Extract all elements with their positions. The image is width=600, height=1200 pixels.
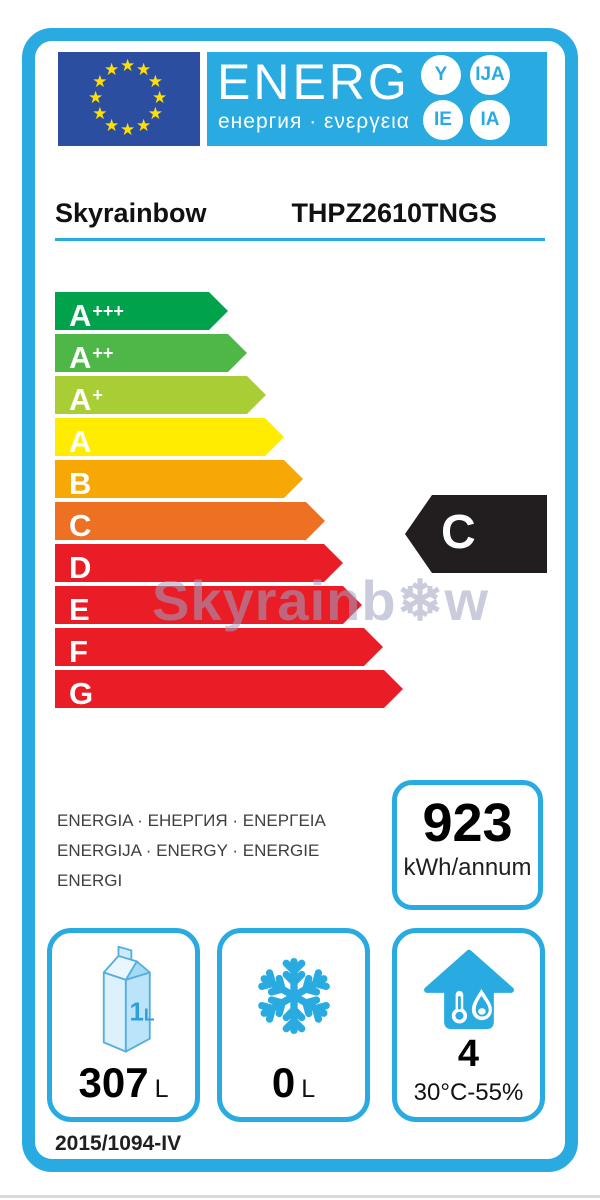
- eu-star: ★: [88, 88, 104, 107]
- eu-star: ★: [104, 115, 120, 135]
- rating-row-a+++: A+++: [55, 292, 228, 333]
- rating-row-label: F: [69, 634, 88, 669]
- eu-star: ★: [92, 104, 108, 123]
- consumption-unit: kWh/annum: [403, 854, 532, 881]
- photo-bottom-edge: [0, 1195, 600, 1198]
- rating-row-a: A: [55, 418, 284, 459]
- svg-text:1L: 1L: [129, 998, 154, 1026]
- consumption-box: 923 kWh/annum: [392, 780, 543, 910]
- rating-indicator-arrow: C: [405, 495, 547, 573]
- fridge-volume-value: 307: [78, 1059, 149, 1106]
- rating-row-label: G: [69, 676, 94, 711]
- watermark-text-right: w: [444, 569, 490, 632]
- rating-row-a+: A+: [55, 376, 266, 417]
- fridge-volume-box: 1L 307 L: [47, 928, 200, 1122]
- watermark-text-left: Skyrainb: [152, 569, 397, 632]
- freezer-volume-unit: L: [301, 1075, 316, 1103]
- freezer-volume-value: 0: [271, 1059, 296, 1106]
- energ-badge-ia: IA: [470, 100, 510, 140]
- rating-row-label: A: [69, 424, 92, 459]
- rating-row-e: E: [55, 586, 362, 627]
- eu-star: ★: [120, 56, 136, 75]
- energy-words-line2: ENERGIJA · ENERGY · ENERGIE: [57, 841, 320, 860]
- consumption-value: 923: [422, 793, 513, 853]
- eu-star: ★: [104, 60, 120, 80]
- energy-words-line3: ENERGI: [57, 871, 123, 890]
- model-number: THPZ2610TNGS: [291, 198, 497, 228]
- eu-star: ★: [152, 88, 168, 107]
- brand-name: Skyrainbow: [55, 198, 207, 228]
- regulation-number: 2015/1094-IV: [55, 1132, 182, 1155]
- rating-row-label: A+: [69, 382, 103, 417]
- fridge-volume-unit: L: [154, 1075, 169, 1103]
- eu-star: ★: [147, 72, 163, 91]
- rating-row-c: C: [55, 502, 325, 543]
- energ-badge-ie: IE: [423, 100, 463, 140]
- energy-words: ENERGIA · ЕНЕРГИЯ · ΕΝΕΡΓΕΙΑ ENERGIJA · …: [57, 806, 326, 896]
- eu-flag: ★ ★ ★ ★ ★ ★ ★ ★ ★ ★ ★ ★: [58, 52, 200, 146]
- rating-scale: A+++ A++ A+ A B C D E F G: [55, 292, 403, 712]
- eu-star: ★: [136, 115, 152, 135]
- watermark: Skyrainb❄w: [152, 568, 489, 634]
- energ-title: ENERG: [217, 54, 410, 110]
- energ-badge-y: Y: [421, 55, 461, 95]
- label-border: [22, 28, 578, 1172]
- brand-divider: [55, 238, 545, 241]
- rating-row-label: D: [69, 550, 92, 585]
- climate-class-box: 4 30°C-55%: [392, 928, 545, 1122]
- eu-star: ★: [136, 60, 152, 80]
- climate-class-value: 4: [457, 1033, 480, 1075]
- eu-star: ★: [120, 120, 136, 139]
- rating-row-label: E: [69, 592, 90, 627]
- eu-star: ★: [92, 72, 108, 91]
- climate-class-range: 30°C-55%: [413, 1079, 524, 1106]
- rating-row-label: A+++: [69, 298, 124, 333]
- rating-row-label: A++: [69, 340, 114, 375]
- rating-row-label: C: [69, 508, 92, 543]
- eu-star: ★: [147, 104, 163, 123]
- milk-carton-icon: 1L: [52, 943, 195, 1064]
- rating-row-g: G: [55, 670, 403, 711]
- rating-row-a++: A++: [55, 334, 247, 375]
- rating-row-d: D: [55, 544, 343, 585]
- energy-words-line1: ENERGIA · ЕНЕРГИЯ · ΕΝΕΡΓΕΙΑ: [57, 811, 326, 830]
- house-climate-icon: [397, 945, 540, 1038]
- rating-row-label: B: [69, 466, 92, 501]
- rating-class: C: [441, 506, 476, 559]
- watermark-snowflake-icon: ❄: [396, 569, 445, 632]
- energ-subtitle: енергия · ενεργεια: [218, 110, 410, 133]
- rating-row-f: F: [55, 628, 383, 669]
- snowflake-icon: [222, 953, 365, 1044]
- energ-badge-ija: IJA: [470, 55, 510, 95]
- fridge-volume: 307 L: [52, 1059, 195, 1107]
- rating-row-b: B: [55, 460, 303, 501]
